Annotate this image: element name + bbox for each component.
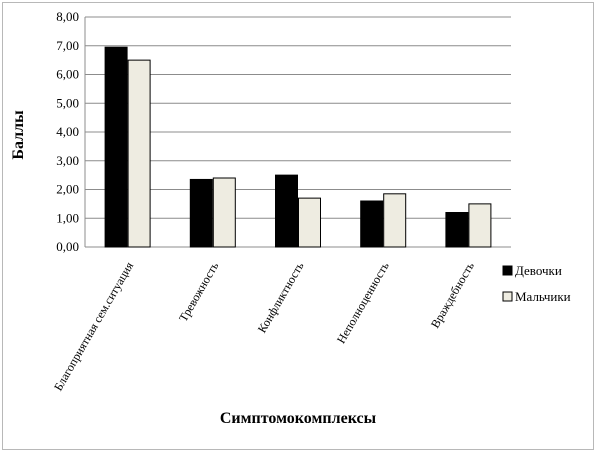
x-tick-label: Благоприятная сем.ситуация: [51, 259, 137, 393]
bar-girls: [189, 178, 213, 248]
category-labels: Благоприятная сем.ситуация Тревожность Кон…: [51, 259, 477, 393]
bar-boys: [298, 197, 321, 248]
x-tick-label: Неполноценность: [334, 259, 392, 346]
chart-frame: 0,00 1,00 2,00 3,00 4,00 5,00 6,00 7,00 8,00 Бла…: [2, 2, 594, 450]
bar-girls: [445, 212, 469, 248]
y-axis-title: Баллы: [10, 110, 27, 160]
legend: Девочки Мальчики: [502, 263, 571, 304]
bars: [104, 46, 492, 248]
y-tick-label: 1,00: [56, 210, 79, 225]
gridlines: [84, 16, 511, 248]
bar-boys: [127, 59, 151, 248]
x-tick-label: Тревожность: [176, 259, 222, 324]
bar-girls: [360, 200, 384, 248]
bar-girls: [104, 46, 128, 248]
bar-boys: [383, 193, 407, 248]
bar-boys: [212, 177, 236, 248]
y-tick-label: 8,00: [56, 9, 79, 24]
x-axis-title: Симптомокомплексы: [220, 410, 377, 427]
y-tick-label: 6,00: [56, 67, 79, 82]
legend-label: Мальчики: [515, 289, 571, 304]
y-tick-label: 2,00: [56, 182, 79, 197]
x-tick-label: Конфликтность: [255, 259, 307, 335]
bar-boys: [468, 203, 492, 248]
y-tick-label: 7,00: [56, 38, 79, 53]
y-tick-labels: 0,00 1,00 2,00 3,00 4,00 5,00 6,00 7,00 8,00: [56, 9, 79, 254]
legend-label: Девочки: [515, 263, 562, 278]
y-tick-label: 4,00: [56, 124, 79, 139]
legend-swatch: [502, 291, 513, 302]
legend-swatch: [502, 265, 513, 276]
x-tick-label: Враждебность: [428, 259, 477, 330]
y-tick-label: 3,00: [56, 153, 79, 168]
bar-girls: [275, 174, 298, 248]
y-tick-label: 0,00: [56, 239, 79, 254]
y-tick-label: 5,00: [56, 95, 79, 110]
bar-chart: 0,00 1,00 2,00 3,00 4,00 5,00 6,00 7,00 8,00 Бла…: [10, 9, 571, 427]
